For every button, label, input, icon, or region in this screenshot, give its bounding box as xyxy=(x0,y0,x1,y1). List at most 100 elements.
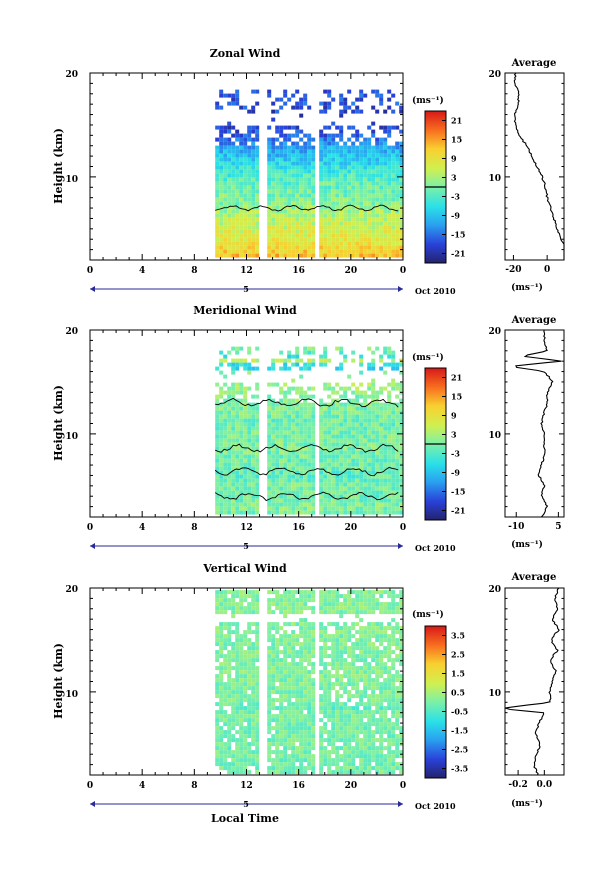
heatmap-cell xyxy=(371,189,376,194)
heatmap-cell xyxy=(375,245,380,250)
heatmap-cell xyxy=(299,149,304,154)
heatmap-cell xyxy=(219,762,224,767)
heatmap-cell xyxy=(215,450,220,455)
heatmap-cell xyxy=(287,634,292,639)
heatmap-cell xyxy=(367,157,372,162)
heatmap-cell xyxy=(243,398,248,403)
heatmap-cell xyxy=(391,626,396,631)
heatmap-cell xyxy=(375,590,380,595)
heatmap-cell xyxy=(311,770,316,775)
heatmap-cell xyxy=(375,698,380,703)
heatmap-cell xyxy=(299,598,304,603)
heatmap-cell xyxy=(271,434,276,439)
heatmap-cell xyxy=(287,350,292,355)
heatmap-cell xyxy=(391,201,396,206)
heatmap-cell xyxy=(359,370,364,375)
heatmap-cell xyxy=(247,189,252,194)
heatmap-cell xyxy=(335,722,340,727)
heatmap-cell xyxy=(303,678,308,683)
heatmap-cell xyxy=(295,181,300,186)
heatmap-cell xyxy=(371,105,376,110)
heatmap-cell xyxy=(227,598,232,603)
heatmap-cell xyxy=(323,762,328,767)
heatmap-cell xyxy=(235,426,240,431)
heatmap-cell xyxy=(379,682,384,687)
heatmap-cell xyxy=(319,750,324,755)
heatmap-cell xyxy=(379,626,384,631)
heatmap-cell xyxy=(291,241,296,246)
heatmap-cell xyxy=(223,730,228,735)
heatmap-cell xyxy=(295,125,300,130)
heatmap-cell xyxy=(331,458,336,463)
heatmap-cell xyxy=(355,414,360,419)
heatmap-cell xyxy=(215,229,220,234)
heatmap-cell xyxy=(371,129,376,134)
heatmap-cell xyxy=(331,169,336,174)
heatmap-cell xyxy=(375,474,380,479)
heatmap-cell xyxy=(351,606,356,611)
heatmap-cell xyxy=(239,646,244,651)
heatmap-cell xyxy=(379,426,384,431)
heatmap-cell xyxy=(255,478,260,483)
heatmap-cell xyxy=(323,141,328,146)
heatmap-cell xyxy=(219,169,224,174)
heatmap-cell xyxy=(371,225,376,230)
heatmap-cell xyxy=(275,678,280,683)
heatmap-cell xyxy=(375,434,380,439)
heatmap-cell xyxy=(239,422,244,427)
heatmap-cell xyxy=(387,698,392,703)
heatmap-cell xyxy=(227,209,232,214)
heatmap-cell xyxy=(279,610,284,615)
heatmap-cell xyxy=(379,654,384,659)
heatmap-cell xyxy=(323,730,328,735)
heatmap-cell xyxy=(327,686,332,691)
heatmap-cell xyxy=(311,698,316,703)
heatmap-cell xyxy=(307,678,312,683)
heatmap-cell xyxy=(287,482,292,487)
heatmap-cell xyxy=(291,754,296,759)
heatmap-cell xyxy=(339,418,344,423)
heatmap-cell xyxy=(275,438,280,443)
heatmap-cell xyxy=(387,758,392,763)
heatmap-cell xyxy=(275,658,280,663)
heatmap-cell xyxy=(279,606,284,611)
heatmap-cell xyxy=(319,458,324,463)
heatmap-cell xyxy=(303,482,308,487)
heatmap-cell xyxy=(383,221,388,226)
heatmap-cell xyxy=(319,698,324,703)
heatmap-cell xyxy=(335,173,340,178)
heatmap-cell xyxy=(227,177,232,182)
heatmap-cell xyxy=(303,758,308,763)
heatmap-cell xyxy=(307,161,312,166)
heatmap-cell xyxy=(367,362,372,367)
heatmap-cell xyxy=(239,386,244,391)
heatmap-cell xyxy=(291,466,296,471)
heatmap-cell xyxy=(231,478,236,483)
heatmap-cell xyxy=(391,686,396,691)
heatmap-cell xyxy=(215,598,220,603)
heatmap-cell xyxy=(243,133,248,138)
heatmap-cell xyxy=(327,466,332,471)
heatmap-cell xyxy=(267,698,272,703)
heatmap-cell xyxy=(311,650,316,655)
heatmap-cell xyxy=(327,718,332,723)
heatmap-cell xyxy=(223,742,228,747)
heatmap-cell xyxy=(279,386,284,391)
heatmap-cell xyxy=(247,237,252,242)
heatmap-cell xyxy=(275,734,280,739)
heatmap-cell xyxy=(227,626,232,631)
heatmap-cell xyxy=(351,221,356,226)
heatmap-cell xyxy=(323,153,328,158)
heatmap-cell xyxy=(303,366,308,371)
heatmap-cell xyxy=(343,426,348,431)
heatmap-cell xyxy=(359,510,364,515)
heatmap-cell xyxy=(387,133,392,138)
heatmap-cell xyxy=(363,177,368,182)
heatmap-cell xyxy=(335,506,340,511)
heatmap-cell xyxy=(391,165,396,170)
heatmap-cell xyxy=(367,177,372,182)
heatmap-cell xyxy=(355,490,360,495)
heatmap-cell xyxy=(351,165,356,170)
heatmap-cell xyxy=(223,237,228,242)
heatmap-cell xyxy=(299,602,304,607)
